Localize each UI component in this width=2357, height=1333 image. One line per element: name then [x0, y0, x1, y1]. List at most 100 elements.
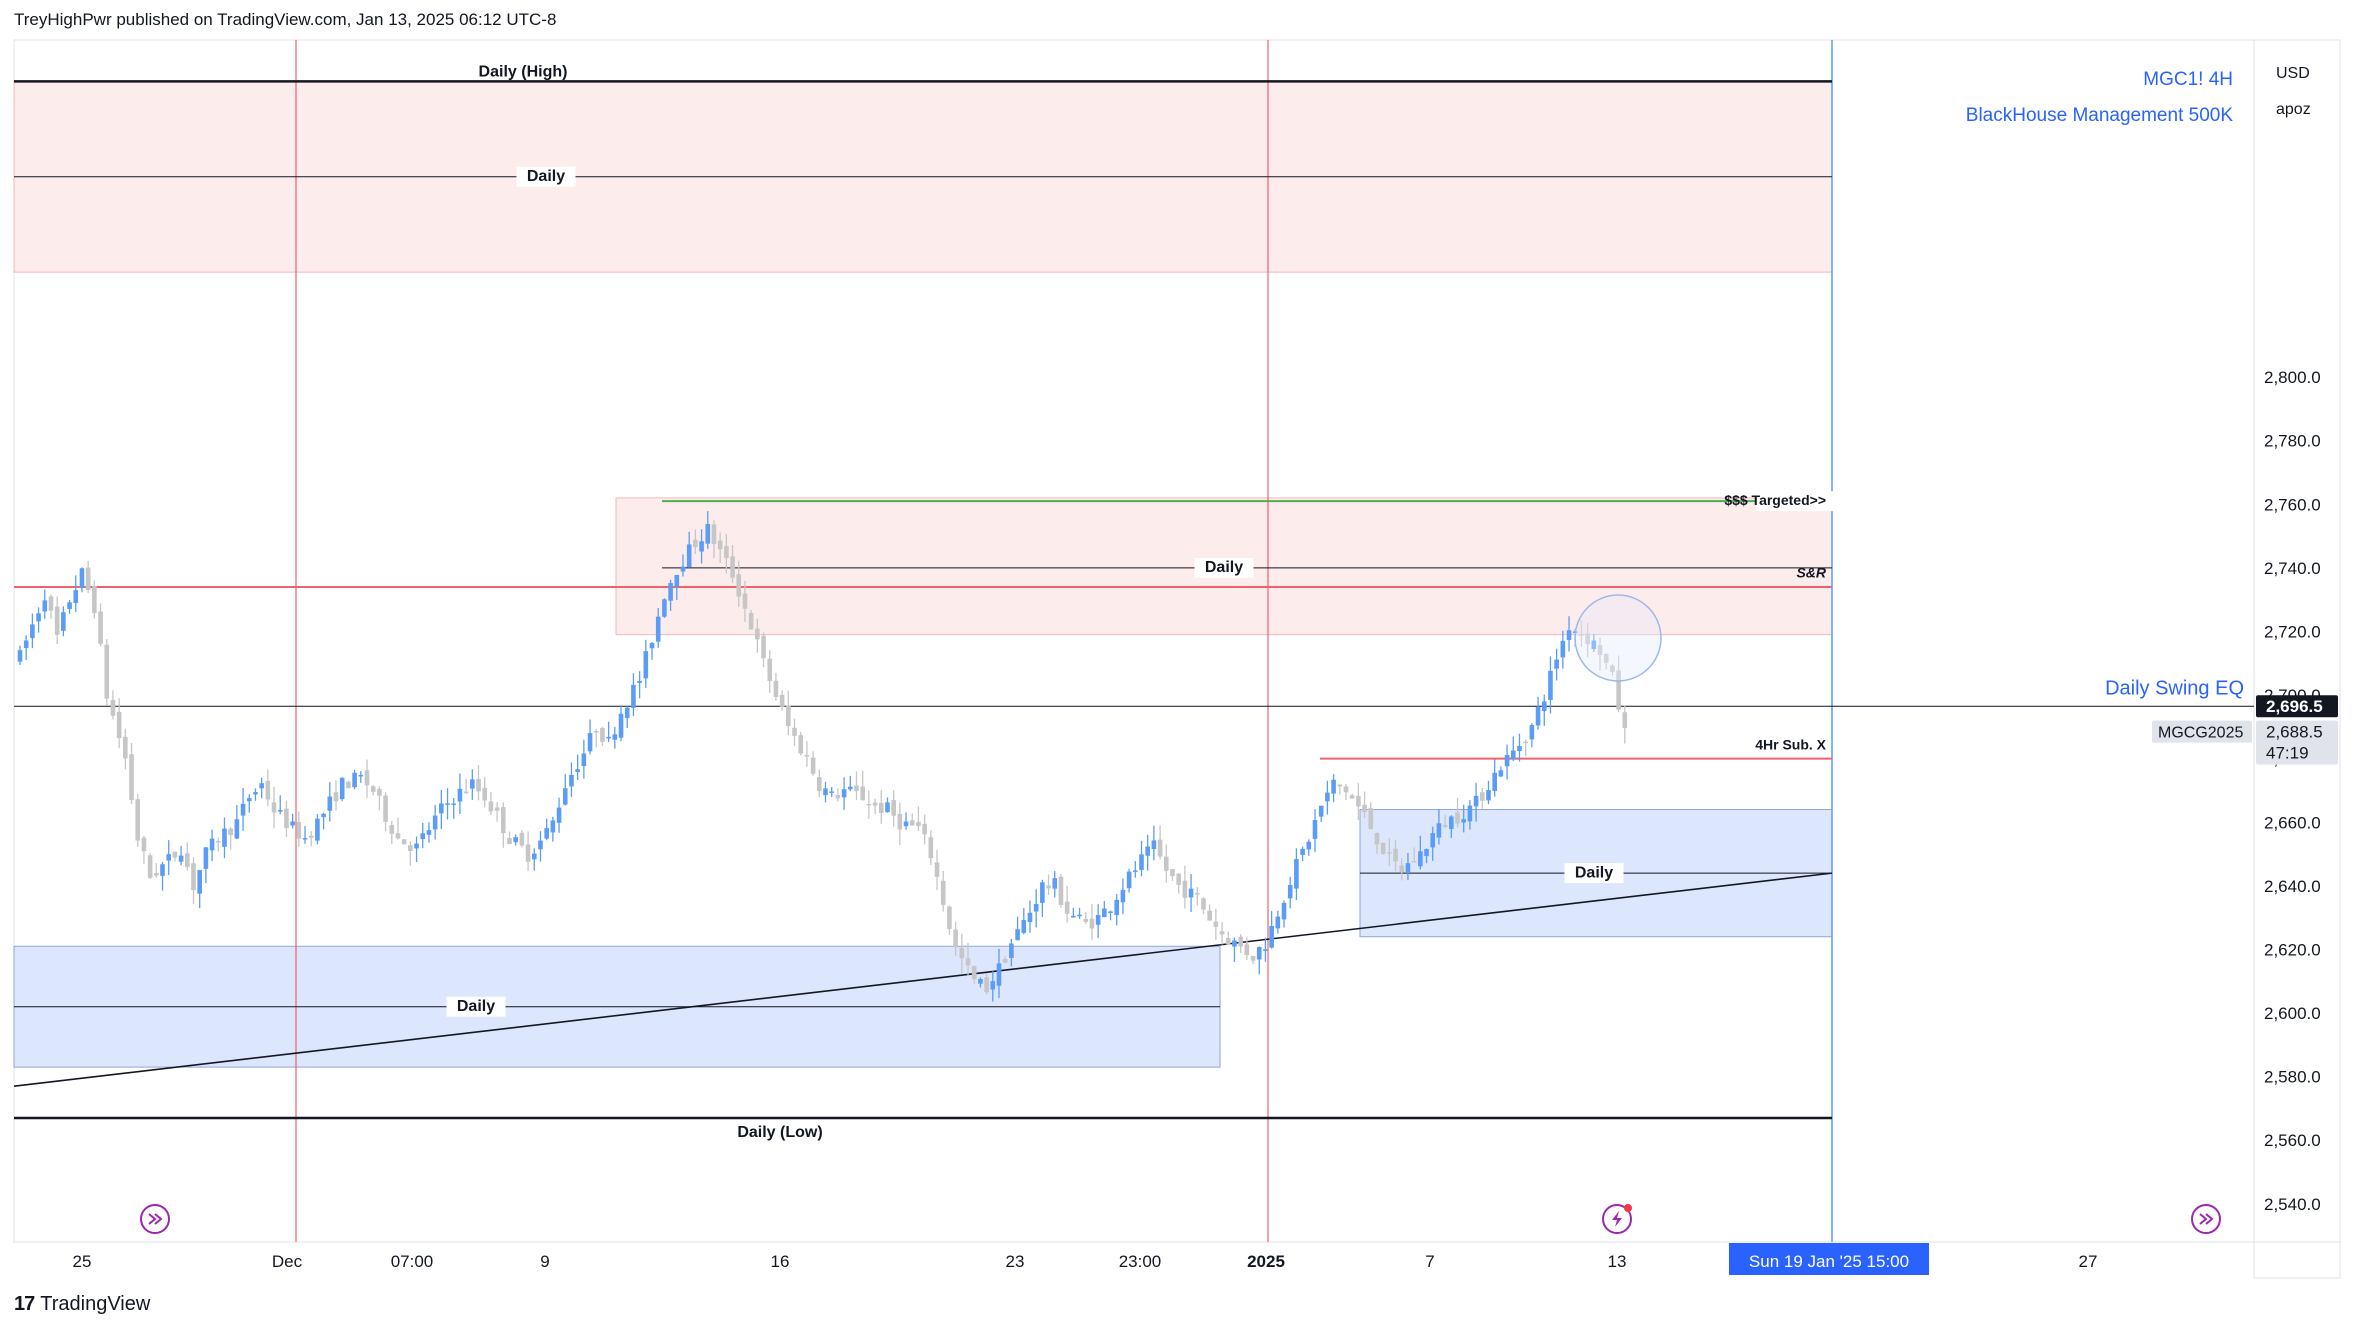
candle-body [1163, 856, 1169, 871]
candle-body [271, 802, 277, 813]
trendline[interactable] [13, 872, 1833, 1087]
candle-body [389, 825, 395, 834]
circle-annotation[interactable] [1574, 594, 1662, 682]
candle-body [302, 838, 308, 840]
candle-body [1343, 786, 1349, 793]
candle-body [141, 837, 147, 852]
candle-body [1244, 944, 1250, 956]
candle-body [1579, 634, 1584, 636]
candle-body [866, 803, 872, 806]
candle-body [395, 833, 401, 839]
candle-body [829, 791, 834, 793]
legend-indicator[interactable]: BlackHouse Management 500K [1965, 105, 2233, 126]
candle-body [686, 544, 692, 568]
candle-body [439, 803, 444, 814]
levels-layer: Daily (High) Daily $$$ Targeted>> Daily S&R D… [14, 64, 2254, 1141]
price-scale-header: USD apoz [2276, 56, 2311, 128]
candle-body [804, 755, 810, 757]
candle-body [1622, 712, 1628, 728]
tradingview-footer[interactable]: 17 TradingView [14, 1293, 150, 1316]
candle-body [1312, 819, 1318, 839]
candle-body [755, 628, 760, 640]
candle-body [1114, 899, 1120, 916]
candle-body [730, 556, 735, 578]
level-label: Daily (High) [479, 64, 568, 81]
level-label: Daily [457, 998, 495, 1015]
time-tick-label: 23 [1006, 1252, 1025, 1271]
event-lightning-icon[interactable] [1602, 1204, 1632, 1234]
candle-body [1399, 865, 1405, 873]
go-to-start-icon[interactable] [140, 1204, 170, 1234]
candle-body [1424, 849, 1429, 857]
candle-body [1188, 888, 1194, 898]
candle-body [587, 733, 593, 752]
candle-body [1120, 889, 1126, 903]
candle-body [1325, 792, 1330, 802]
candle-body [1610, 665, 1615, 672]
candle-body [724, 546, 729, 559]
candle-body [1083, 918, 1089, 922]
candle-body [872, 802, 878, 806]
candle-body [160, 864, 165, 876]
candle-body [1287, 885, 1293, 899]
candle-body [513, 837, 518, 843]
candle-body [736, 574, 742, 597]
crosshair-price-bg [2256, 695, 2338, 718]
candle-body [618, 713, 624, 738]
candle-body [860, 786, 865, 801]
candle-body [1541, 701, 1547, 712]
candle-body [965, 958, 971, 966]
candle-body [767, 658, 773, 681]
candle-body [1040, 882, 1045, 903]
candle-body [1405, 863, 1411, 873]
currency-label[interactable]: USD [2276, 65, 2310, 82]
candle-body [290, 821, 295, 826]
candle-body [606, 736, 611, 739]
go-to-realtime-icon[interactable] [2191, 1204, 2221, 1234]
candle-body [494, 807, 500, 811]
candle-body [408, 845, 413, 852]
last-price-label: 2,688.5 [2266, 723, 2323, 742]
candle-body [98, 611, 103, 644]
candle-body [79, 568, 85, 589]
candle-body [1591, 640, 1597, 649]
candle-body [315, 818, 320, 841]
candle-body [191, 863, 196, 891]
candle-body [624, 707, 630, 719]
candle-body [1126, 871, 1132, 889]
candle-body [593, 730, 599, 733]
candle-body [1504, 754, 1510, 767]
candle-body [184, 853, 190, 867]
price-tick-label: 2,660.0 [2264, 813, 2321, 832]
legend-symbol[interactable]: MGC1! 4H [2143, 69, 2233, 90]
candle-body [1046, 885, 1051, 889]
time-axis: 25 Dec 07:00 9 16 23 23:00 2025 7 13 27 Sun 19 Jan … [73, 1243, 2097, 1275]
candle-body [1554, 659, 1559, 669]
candle-body [457, 788, 463, 802]
candle-body [1238, 936, 1243, 947]
time-tick-label: 2025 [1247, 1252, 1285, 1271]
candle-body [432, 815, 438, 830]
candle-body [971, 966, 977, 980]
candle-body [426, 830, 432, 835]
candle-body [1461, 819, 1467, 823]
symbol-tag-label: MGCG2025 [2158, 725, 2243, 742]
candle-body [1479, 792, 1485, 801]
candle-body [1201, 898, 1206, 910]
candle-body [1089, 918, 1095, 929]
publisher-header: TreyHighPwr published on TradingView.com… [14, 10, 557, 29]
candle-body [984, 977, 989, 993]
candle-body [1269, 925, 1274, 948]
candle-body [92, 586, 97, 614]
candle-body [940, 880, 946, 905]
candle-body [1281, 902, 1287, 920]
candle-body [885, 802, 890, 813]
candle-body [358, 774, 364, 777]
candle-body [854, 785, 859, 791]
candle-body [1207, 910, 1212, 921]
price-tick-label: 2,740.0 [2264, 559, 2321, 578]
candle-body [761, 635, 766, 659]
candle-body [253, 792, 258, 795]
candle-body [73, 590, 79, 604]
